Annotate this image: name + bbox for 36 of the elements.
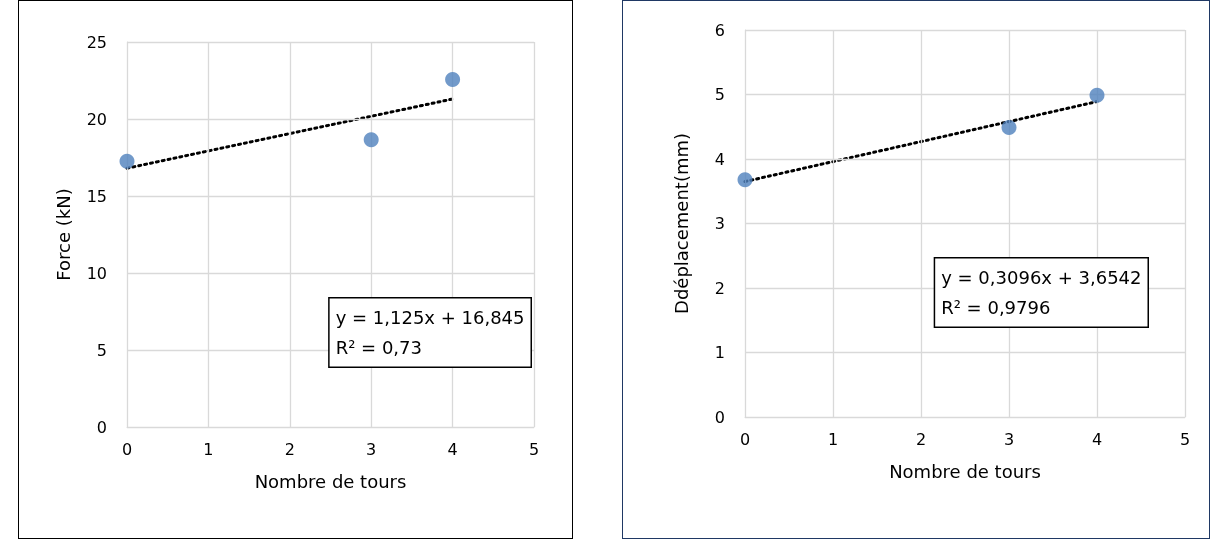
point (1001, 119, 1017, 135)
y-tick-label: 5 (714, 85, 725, 104)
point (363, 132, 379, 148)
point (1089, 87, 1105, 103)
annotation: y = 1,125x + 16,845 R² = 0,73 (335, 307, 525, 358)
y-tick-label: 15 (86, 186, 107, 206)
x-tick-label: 3 (366, 439, 377, 459)
point (119, 153, 135, 169)
y-tick-label: 5 (96, 340, 107, 360)
x-tick-label: 2 (915, 429, 927, 449)
y-tick-label: 0 (714, 407, 725, 427)
x-axis-title: Nombre de tours (889, 460, 1041, 482)
x-tick-label: 0 (121, 439, 133, 459)
y-tick-label: 4 (714, 149, 725, 169)
annotation: y = 0,3096x + 3,6542 R² = 0,9796 (941, 267, 1142, 318)
y-tick-label: 1 (714, 343, 725, 362)
y-tick-label: 25 (86, 32, 107, 52)
x-tick-label: 4 (447, 439, 458, 459)
x-tick-label: 4 (1091, 429, 1103, 449)
x-tick-label: 1 (203, 439, 214, 459)
point (445, 72, 461, 88)
y-tick-label: 6 (714, 20, 725, 40)
x-tick-label: 0 (739, 429, 751, 449)
y-tick-label: 10 (86, 263, 107, 283)
y-tick-label: 20 (86, 109, 107, 129)
y-axis-title: Force (kN) (52, 188, 74, 281)
y-tick-label: 3 (714, 214, 725, 233)
x-tick-label: 5 (528, 439, 540, 459)
x-tick-label: 2 (284, 439, 295, 459)
x-tick-label: 5 (1179, 429, 1191, 449)
x-tick-label: 1 (827, 429, 839, 449)
y-tick-label: 2 (714, 278, 725, 298)
point (737, 172, 753, 188)
y-axis-title: Ddéplacement(mm) (670, 133, 692, 314)
x-tick-label: 3 (1003, 429, 1015, 449)
x-axis-title: Nombre de tours (254, 470, 407, 492)
